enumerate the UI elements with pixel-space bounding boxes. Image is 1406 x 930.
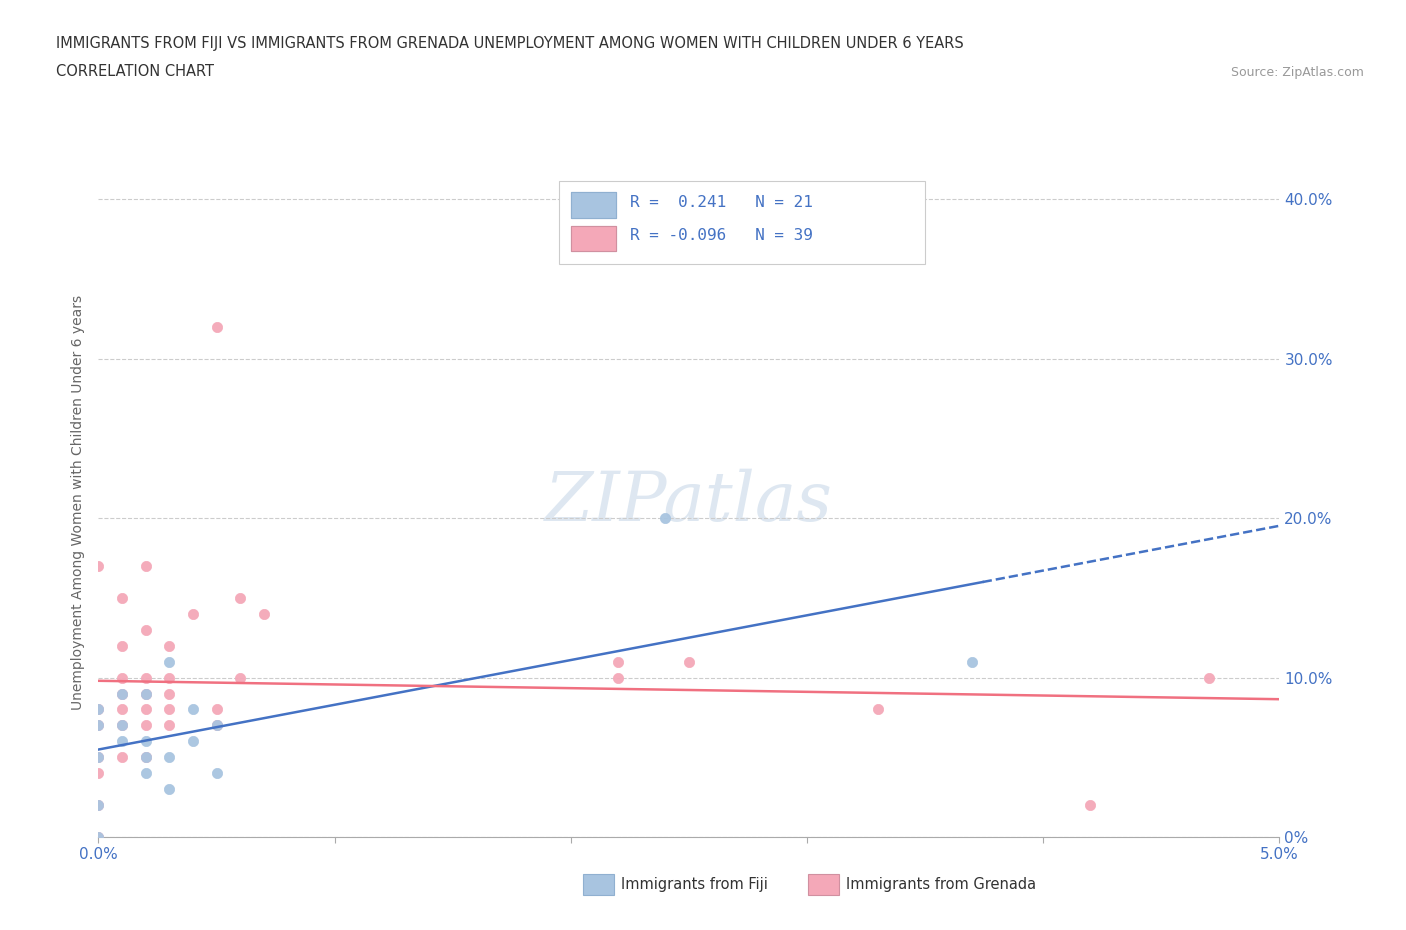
Point bbox=[181, 606, 204, 621]
Point bbox=[87, 750, 110, 764]
Text: R = -0.096   N = 39: R = -0.096 N = 39 bbox=[630, 228, 813, 244]
FancyBboxPatch shape bbox=[560, 180, 925, 264]
Point bbox=[962, 654, 984, 669]
Text: R =  0.241   N = 21: R = 0.241 N = 21 bbox=[630, 194, 813, 210]
Text: CORRELATION CHART: CORRELATION CHART bbox=[56, 64, 214, 79]
Point bbox=[157, 638, 180, 653]
Point bbox=[111, 702, 134, 717]
Point bbox=[229, 671, 252, 685]
Point bbox=[87, 718, 110, 733]
Point bbox=[205, 718, 228, 733]
Point bbox=[87, 765, 110, 780]
Point bbox=[135, 718, 157, 733]
Point bbox=[205, 718, 228, 733]
Point bbox=[87, 702, 110, 717]
Point bbox=[607, 671, 630, 685]
Point bbox=[87, 830, 110, 844]
Point bbox=[135, 622, 157, 637]
Point bbox=[135, 765, 157, 780]
Y-axis label: Unemployment Among Women with Children Under 6 years: Unemployment Among Women with Children U… bbox=[72, 295, 86, 710]
Text: IMMIGRANTS FROM FIJI VS IMMIGRANTS FROM GRENADA UNEMPLOYMENT AMONG WOMEN WITH CH: IMMIGRANTS FROM FIJI VS IMMIGRANTS FROM … bbox=[56, 36, 965, 51]
Point bbox=[135, 559, 157, 574]
Point bbox=[111, 591, 134, 605]
Point bbox=[607, 654, 630, 669]
Point bbox=[654, 511, 676, 525]
Point bbox=[157, 718, 180, 733]
Point bbox=[157, 671, 180, 685]
Point bbox=[111, 686, 134, 701]
Point bbox=[87, 798, 110, 813]
Text: Source: ZipAtlas.com: Source: ZipAtlas.com bbox=[1230, 66, 1364, 79]
Point bbox=[111, 718, 134, 733]
FancyBboxPatch shape bbox=[571, 226, 616, 251]
Text: Immigrants from Fiji: Immigrants from Fiji bbox=[621, 877, 768, 892]
Point bbox=[205, 702, 228, 717]
Point bbox=[135, 750, 157, 764]
Point bbox=[157, 654, 180, 669]
Point bbox=[157, 702, 180, 717]
FancyBboxPatch shape bbox=[571, 193, 616, 218]
Point bbox=[135, 750, 157, 764]
Point bbox=[111, 734, 134, 749]
Point bbox=[205, 765, 228, 780]
Point bbox=[866, 702, 889, 717]
Point bbox=[135, 734, 157, 749]
Point bbox=[1080, 798, 1102, 813]
Point bbox=[111, 750, 134, 764]
Point bbox=[135, 671, 157, 685]
Point bbox=[181, 734, 204, 749]
Point bbox=[111, 638, 134, 653]
Point bbox=[157, 782, 180, 797]
Point bbox=[229, 591, 252, 605]
Point bbox=[157, 686, 180, 701]
Point bbox=[135, 702, 157, 717]
Point bbox=[87, 798, 110, 813]
Point bbox=[135, 686, 157, 701]
Point bbox=[111, 686, 134, 701]
Point bbox=[87, 750, 110, 764]
Text: Immigrants from Grenada: Immigrants from Grenada bbox=[846, 877, 1036, 892]
Point bbox=[87, 559, 110, 574]
Point bbox=[87, 702, 110, 717]
Point bbox=[135, 686, 157, 701]
Point bbox=[181, 702, 204, 717]
Point bbox=[205, 319, 228, 334]
Text: ZIPatlas: ZIPatlas bbox=[546, 469, 832, 536]
Point bbox=[678, 654, 700, 669]
Point bbox=[87, 830, 110, 844]
Point bbox=[111, 718, 134, 733]
Point bbox=[157, 750, 180, 764]
Point bbox=[87, 718, 110, 733]
Point bbox=[111, 671, 134, 685]
Point bbox=[253, 606, 276, 621]
Point bbox=[1198, 671, 1220, 685]
